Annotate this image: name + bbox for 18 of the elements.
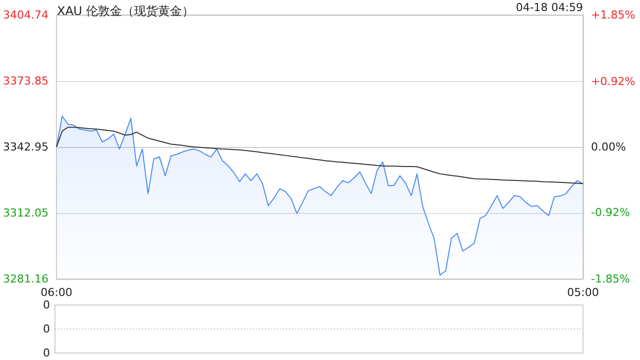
- y-tick-label: 3342.95: [2, 140, 48, 154]
- text: 0: [43, 298, 50, 312]
- y2-tick-label: +1.85%: [591, 8, 636, 22]
- line-series: [56, 126, 584, 184]
- y-tick-label: 3373.85: [2, 74, 48, 88]
- y2-tick-label: +0.92%: [591, 74, 636, 88]
- y2-tick-label: -1.85%: [591, 272, 630, 286]
- y-tick-label: 3404.74: [2, 8, 48, 22]
- y-tick-label: 3281.16: [2, 272, 48, 286]
- text: 0: [43, 346, 50, 360]
- text: 04-18 04:59: [516, 1, 584, 14]
- y-tick-label: 3312.05: [2, 206, 48, 220]
- chart-title: XAU 伦敦金（现货黄金）: [57, 4, 194, 18]
- text: 0: [43, 322, 50, 336]
- y2-tick-label: 0.00%: [591, 140, 626, 154]
- x-tick-label: 06:00: [40, 286, 72, 299]
- x-tick-label: 05:00: [567, 286, 599, 299]
- y2-tick-label: -0.92%: [591, 206, 630, 220]
